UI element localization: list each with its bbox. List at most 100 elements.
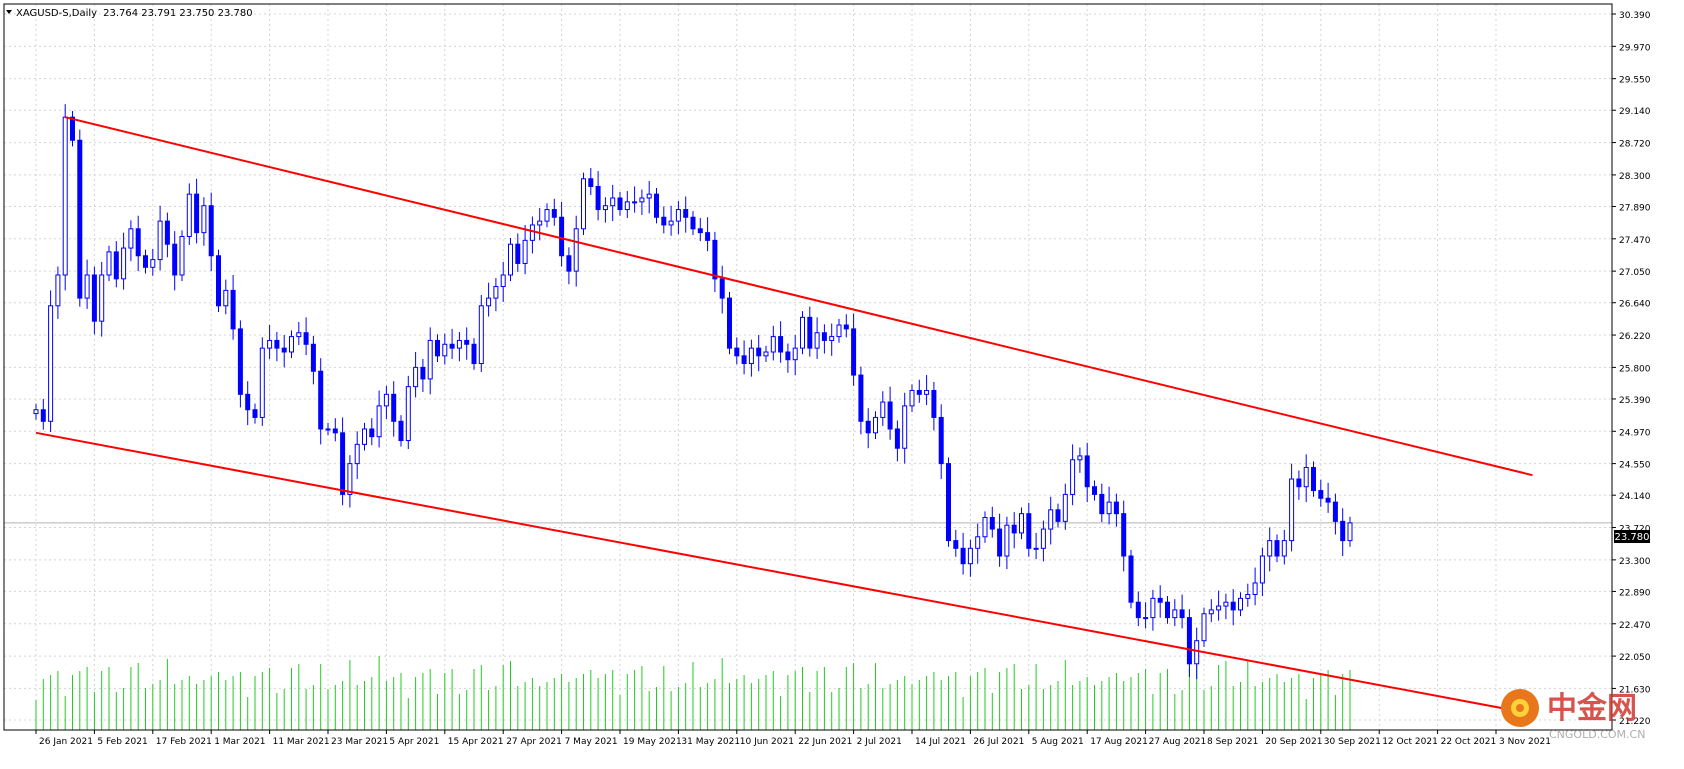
candle-bull[interactable] (150, 259, 156, 268)
candle-bear[interactable] (420, 366, 426, 380)
candle-bull[interactable] (121, 247, 127, 280)
candle-bear[interactable] (1026, 513, 1032, 549)
candle-bear[interactable] (697, 228, 703, 234)
candle-bull[interactable] (325, 428, 331, 431)
candle-bear[interactable] (894, 428, 900, 449)
candle-bear[interactable] (471, 343, 477, 365)
candle-bull[interactable] (1062, 493, 1068, 522)
candle-bull[interactable] (909, 389, 915, 407)
candle-bear[interactable] (1340, 520, 1346, 542)
candle-bear[interactable] (194, 193, 200, 234)
candle-bull[interactable] (632, 201, 638, 204)
candle-bull[interactable] (405, 386, 411, 442)
candle-bull[interactable] (1048, 509, 1054, 530)
candle-bull[interactable] (544, 209, 550, 222)
candle-bear[interactable] (274, 339, 280, 349)
candle-bear[interactable] (690, 216, 696, 230)
candle-bull[interactable] (639, 197, 645, 203)
candle-bull[interactable] (967, 547, 973, 565)
candle-bull[interactable] (880, 401, 886, 418)
candle-bull[interactable] (748, 347, 754, 365)
candle-bear[interactable] (551, 209, 557, 218)
candle-bear[interactable] (858, 374, 864, 422)
candle-bear[interactable] (1055, 509, 1061, 522)
candle-bear[interactable] (1296, 478, 1302, 488)
candle-bull[interactable] (1347, 522, 1353, 542)
candle-bull[interactable] (347, 463, 353, 495)
candle-bear[interactable] (318, 370, 324, 430)
candle-bull[interactable] (48, 305, 54, 422)
candle-bear[interactable] (70, 116, 75, 141)
candle-bear[interactable] (938, 416, 944, 465)
candle-bear[interactable] (931, 389, 937, 418)
candle-bull[interactable] (1194, 640, 1200, 665)
candle-bear[interactable] (1325, 497, 1331, 503)
candle-bull[interactable] (383, 393, 389, 407)
candle-bull[interactable] (157, 220, 163, 261)
candle-bear[interactable] (916, 389, 922, 395)
candle-bear[interactable] (1318, 490, 1324, 499)
candle-bear[interactable] (1179, 609, 1185, 619)
candle-bull[interactable] (1252, 582, 1258, 596)
candle-bear[interactable] (1011, 524, 1017, 534)
candle-bear[interactable] (734, 347, 740, 357)
candle-bull[interactable] (902, 405, 908, 449)
candle-bull[interactable] (873, 416, 878, 434)
candle-bear[interactable] (953, 540, 959, 549)
candle-bear[interactable] (310, 343, 316, 372)
candle-bear[interactable] (756, 347, 762, 357)
candle-bear[interactable] (719, 278, 725, 299)
candle-bull[interactable] (1040, 528, 1046, 549)
candle-bull[interactable] (675, 209, 681, 222)
candle-bull[interactable] (1223, 601, 1229, 607)
candle-bull[interactable] (1070, 459, 1076, 495)
trendline[interactable] (64, 116, 1533, 477)
candle-bull[interactable] (493, 286, 499, 299)
candle-bear[interactable] (997, 528, 1003, 557)
candle-bear[interactable] (237, 328, 243, 395)
candle-bull[interactable] (259, 347, 265, 418)
candle-bear[interactable] (785, 351, 791, 361)
candle-bull[interactable] (296, 332, 302, 338)
candle-bear[interactable] (1186, 617, 1192, 665)
candle-bear[interactable] (1121, 513, 1127, 557)
candle-bear[interactable] (1092, 486, 1097, 495)
candle-bear[interactable] (741, 355, 747, 365)
candles[interactable] (33, 104, 1353, 680)
candle-bear[interactable] (398, 420, 404, 442)
candle-bear[interactable] (1084, 455, 1090, 488)
candle-bear[interactable] (821, 332, 827, 341)
menu-triangle-icon[interactable] (6, 10, 12, 14)
candle-bear[interactable] (216, 255, 221, 307)
candle-bear[interactable] (1274, 540, 1280, 557)
candle-bear[interactable] (851, 328, 857, 376)
candle-bear[interactable] (303, 332, 309, 345)
candle-bear[interactable] (843, 324, 849, 330)
candle-bull[interactable] (1172, 609, 1178, 619)
candle-bull[interactable] (289, 336, 294, 353)
candle-bull[interactable] (1303, 466, 1309, 488)
candle-bull[interactable] (668, 220, 674, 226)
candle-bear[interactable] (1157, 597, 1163, 603)
candle-bear[interactable] (172, 243, 178, 276)
candle-bull[interactable] (1077, 455, 1083, 461)
candle-bear[interactable] (1230, 601, 1236, 611)
candle-bear[interactable] (435, 339, 440, 357)
candle-bear[interactable] (391, 393, 397, 422)
candle-bear[interactable] (960, 547, 966, 565)
candle-bear[interactable] (1332, 501, 1338, 522)
candle-bear[interactable] (230, 289, 236, 330)
candle-bull[interactable] (522, 239, 528, 264)
candle-bull[interactable] (836, 324, 842, 338)
candle-bull[interactable] (814, 332, 820, 349)
candle-bull[interactable] (1216, 605, 1222, 611)
candle-bear[interactable] (164, 220, 170, 245)
candle-bear[interactable] (778, 336, 784, 353)
candle-bull[interactable] (486, 297, 492, 307)
candle-bull[interactable] (1150, 597, 1156, 619)
candle-bull[interactable] (179, 236, 185, 276)
candle-bull[interactable] (267, 339, 273, 349)
candle-bull[interactable] (99, 274, 105, 322)
